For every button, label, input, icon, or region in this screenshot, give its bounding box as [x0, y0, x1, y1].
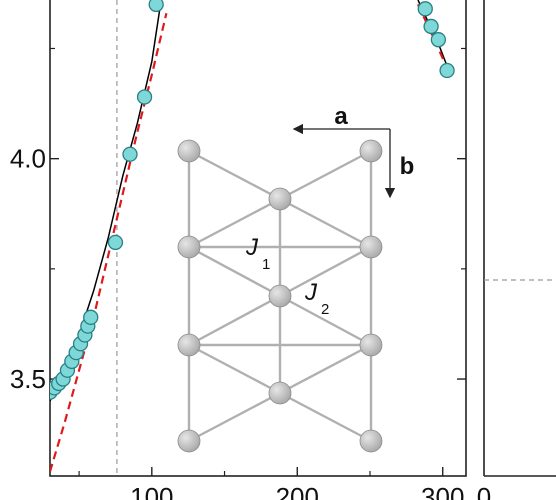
coupling-label-j1-subscript: 1 — [262, 256, 270, 273]
curve-group — [50, 0, 455, 472]
lattice-bond — [279, 343, 372, 395]
lattice-bond — [188, 245, 281, 298]
lattice-atom — [359, 429, 383, 453]
lattice-atom — [268, 187, 292, 211]
x-tick-label-2: 300 — [421, 482, 464, 500]
right-panel-x-label: 0 — [477, 482, 491, 500]
right-plot-panel: 0 — [477, 0, 556, 500]
data-point — [83, 309, 99, 325]
lattice-bond — [188, 294, 281, 347]
fit-curve-solid-0 — [50, 4, 162, 402]
lattice-bond — [188, 343, 281, 395]
data-point — [423, 18, 439, 35]
data-point — [148, 0, 164, 13]
axis-a-label: a — [334, 103, 348, 130]
data-point — [107, 234, 124, 251]
y-tick-label-1: 4.0 — [10, 144, 46, 174]
lattice-bond — [279, 294, 372, 347]
lattice-atom — [177, 333, 201, 357]
lattice-atom — [177, 429, 201, 453]
lattice-bond — [188, 149, 281, 201]
data-point — [136, 89, 153, 105]
lattice-atom — [268, 284, 292, 308]
lattice-bond — [188, 197, 281, 249]
coupling-label-j1: J — [245, 234, 259, 261]
lattice-atom — [177, 139, 201, 163]
lattice-bond — [279, 149, 372, 201]
fit-curve-dashed-1 — [50, 12, 168, 472]
left-plot-panel: 3.5 4.0 100 200 300 — [10, 0, 467, 500]
lattice-atom — [359, 235, 383, 259]
data-point — [430, 32, 447, 48]
coupling-label-j2: J — [304, 279, 318, 306]
lattice-atom — [359, 333, 383, 357]
coupling-label-j2-subscript: 2 — [321, 301, 329, 318]
lattice-bond — [279, 391, 372, 443]
y-tick-label-0: 3.5 — [10, 364, 46, 394]
x-tick-label-1: 200 — [276, 482, 319, 500]
lattice-bond — [188, 391, 281, 443]
lattice-atom — [268, 381, 292, 405]
x-tick-label-0: 100 — [130, 482, 173, 500]
plot-frame — [49, 0, 467, 477]
lattice-bond — [279, 245, 372, 298]
axis-b-label: b — [400, 153, 415, 180]
data-point — [439, 62, 455, 79]
lattice-atom — [359, 139, 383, 163]
data-point — [122, 146, 138, 162]
lattice-bond — [279, 197, 372, 249]
lattice-atom — [177, 235, 201, 259]
data-point — [417, 1, 433, 17]
